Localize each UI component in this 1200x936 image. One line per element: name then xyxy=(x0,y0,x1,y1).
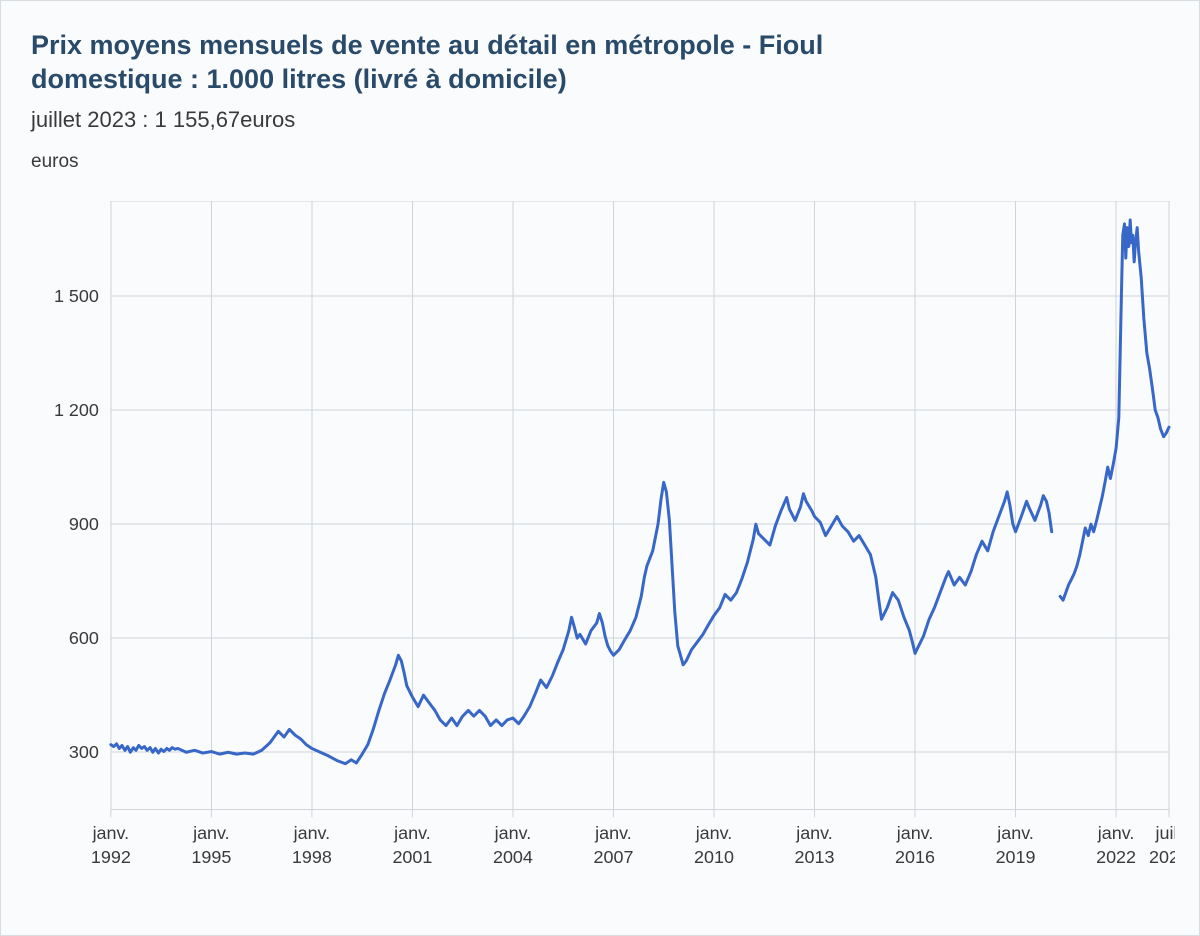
x-tick-label: janv. xyxy=(293,823,331,843)
plot-area: 3006009001 2001 500janv.1992janv.1995jan… xyxy=(31,201,1175,905)
x-tick-label: 2001 xyxy=(392,847,432,867)
x-ticks: janv. 1992 janv. 1995 janv. 1998 janv. 2001 janv… xyxy=(91,809,1175,867)
x-tick-label: 2023 xyxy=(1149,847,1175,867)
x-tick-label: 1995 xyxy=(191,847,231,867)
x-tick-label: 2013 xyxy=(795,847,835,867)
x-tick-label: 2016 xyxy=(895,847,935,867)
y-ticks: 300 600 900 1 200 1 500 xyxy=(54,286,99,762)
line-chart-svg: 3006009001 2001 500janv.1992janv.1995jan… xyxy=(31,201,1175,905)
chart-title: Prix moyens mensuels de vente au détail … xyxy=(31,29,1175,97)
y-tick-label: 600 xyxy=(69,628,99,648)
y-tick-label: 300 xyxy=(69,742,99,762)
y-tick-label: 1 200 xyxy=(54,400,99,420)
chart-frame: Prix moyens mensuels de vente au détail … xyxy=(0,0,1200,936)
x-tick-label: 2004 xyxy=(493,847,533,867)
x-tick-label: janv. xyxy=(896,823,934,843)
y-tick-label: 1 500 xyxy=(54,286,99,306)
y-axis-unit: euros xyxy=(31,151,1175,173)
chart-subtitle: juillet 2023 : 1 155,67euros xyxy=(31,107,1175,133)
x-tick-label: janv. xyxy=(996,823,1034,843)
x-tick-label: janv. xyxy=(795,823,833,843)
x-tick-label: janv. xyxy=(695,823,733,843)
x-tick-label: 2019 xyxy=(996,847,1036,867)
x-tick-label: janv. xyxy=(192,823,230,843)
x-tick-label: juil. xyxy=(1155,823,1175,843)
x-tick-label: janv. xyxy=(494,823,532,843)
x-tick-label: janv. xyxy=(92,823,130,843)
title-line-1: Prix moyens mensuels de vente au détail … xyxy=(31,30,823,60)
x-tick-label: janv. xyxy=(1097,823,1135,843)
y-tick-label: 900 xyxy=(69,514,99,534)
x-tick-label: 2007 xyxy=(594,847,634,867)
x-tick-label: 2010 xyxy=(694,847,734,867)
x-tick-label: janv. xyxy=(594,823,632,843)
title-line-2: domestique : 1.000 litres (livré à domic… xyxy=(31,64,567,94)
x-tick-label: 1992 xyxy=(91,847,131,867)
x-tick-label: 1998 xyxy=(292,847,332,867)
x-tick-label: janv. xyxy=(393,823,431,843)
x-tick-label: 2022 xyxy=(1096,847,1136,867)
